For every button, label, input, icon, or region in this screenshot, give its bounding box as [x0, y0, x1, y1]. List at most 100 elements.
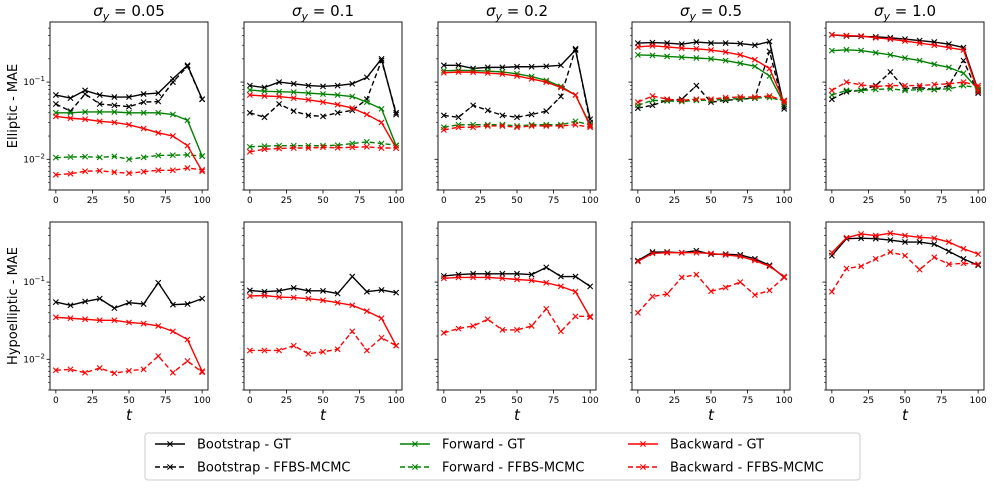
x-tick-label: 50 — [317, 396, 329, 406]
data-point-backward-gt — [960, 47, 967, 54]
x-tick-label: 50 — [705, 196, 717, 206]
data-point-bootstrap-ffbs-mcmc — [470, 102, 477, 109]
legend-marker — [412, 464, 418, 470]
data-point-backward-gt — [334, 101, 341, 108]
data-point-backward-ffbs-mcmc — [902, 82, 908, 89]
data-point-bootstrap-ffbs-mcmc — [52, 101, 59, 107]
data-point-backward-gt — [858, 33, 865, 40]
data-point-backward-ffbs-mcmc — [111, 169, 118, 176]
data-point-backward-gt — [872, 232, 879, 239]
x-tick-label: 50 — [123, 396, 135, 406]
data-point-backward-ffbs-mcmc — [916, 82, 923, 89]
series-line-backward-ffbs-mcmc — [831, 251, 979, 293]
data-point-bootstrap-gt — [126, 94, 132, 101]
data-point-backward-gt — [349, 105, 356, 112]
data-point-backward-gt — [455, 69, 462, 76]
data-point-backward-ffbs-mcmc — [572, 121, 579, 128]
data-point-backward-gt — [587, 122, 594, 129]
legend-marker — [640, 464, 646, 470]
data-point-bootstrap-gt — [693, 39, 700, 46]
series-line-backward-gt — [249, 94, 397, 149]
data-point-backward-gt — [843, 234, 850, 241]
x-tick-label: 0 — [441, 396, 447, 406]
data-point-bootstrap-gt — [887, 237, 894, 244]
data-point-bootstrap-gt — [199, 295, 206, 302]
data-point-backward-ffbs-mcmc — [96, 167, 103, 174]
data-point-bootstrap-gt — [290, 284, 297, 291]
data-point-forward-ffbs-mcmc — [455, 121, 462, 128]
data-point-forward-gt — [169, 111, 176, 118]
data-point-backward-gt — [678, 249, 685, 256]
data-point-backward-ffbs-mcmc — [843, 265, 850, 272]
panel-elliptic-sigma-0.2: σy = 0.2 0 25 50 75 100 — [434, 2, 599, 206]
data-point-forward-gt — [96, 108, 103, 115]
data-point-bootstrap-ffbs-mcmc — [305, 112, 312, 119]
data-point-backward-gt — [557, 283, 564, 290]
data-point-bootstrap-gt — [363, 288, 370, 295]
data-point-backward-ffbs-mcmc — [664, 291, 671, 298]
data-point-backward-gt — [499, 71, 506, 78]
data-point-backward-gt — [678, 45, 685, 52]
data-point-forward-gt — [960, 70, 967, 77]
row-labels: Elliptic - MAE Hypoelliptic - MAE — [6, 64, 21, 365]
data-point-backward-ffbs-mcmc — [828, 288, 835, 295]
data-point-backward-gt — [246, 293, 253, 299]
data-point-backward-ffbs-mcmc — [470, 322, 477, 329]
data-point-bootstrap-gt — [722, 40, 729, 47]
x-tick-label: 0 — [53, 396, 59, 406]
x-tick-label: 0 — [247, 196, 253, 206]
data-point-backward-gt — [126, 319, 132, 326]
x-tick-label: 0 — [829, 196, 835, 206]
axes-frame — [631, 21, 791, 191]
data-point-backward-gt — [902, 232, 908, 239]
data-point-backward-gt — [111, 317, 118, 324]
data-point-bootstrap-ffbs-mcmc — [378, 57, 385, 64]
data-point-forward-ffbs-mcmc — [246, 143, 253, 150]
axes-frame — [243, 221, 403, 391]
data-point-backward-gt — [664, 43, 671, 50]
x-tick-label: 100 — [582, 196, 599, 206]
x-tick-label: 100 — [970, 196, 987, 206]
data-point-bootstrap-gt — [945, 248, 952, 255]
data-point-forward-gt — [678, 54, 685, 61]
data-point-forward-ffbs-mcmc — [140, 154, 147, 161]
panel-elliptic-sigma-1.0: σy = 1.0 0 25 50 75 100 — [822, 2, 987, 206]
data-point-backward-gt — [916, 234, 923, 241]
data-point-forward-gt — [708, 55, 714, 62]
data-point-forward-ffbs-mcmc — [363, 138, 370, 145]
legend-box — [144, 432, 861, 481]
y-tick-base: 10 — [23, 78, 35, 88]
data-point-bootstrap-gt — [455, 62, 462, 69]
data-point-backward-ffbs-mcmc — [140, 168, 147, 175]
data-point-backward-gt — [484, 274, 491, 281]
data-point-backward-ffbs-mcmc — [587, 124, 594, 131]
data-point-backward-gt — [184, 336, 191, 343]
legend-item-backward-gt: Backward - GT — [628, 438, 764, 453]
data-point-bootstrap-ffbs-mcmc — [393, 109, 400, 116]
data-point-forward-ffbs-mcmc — [155, 152, 162, 159]
x-tick-label: 25 — [475, 396, 486, 406]
data-point-bootstrap-gt — [634, 257, 641, 264]
series-group — [634, 247, 788, 316]
data-point-backward-gt — [931, 235, 938, 242]
data-point-backward-gt — [455, 274, 462, 281]
x-tick-label: 50 — [317, 196, 329, 206]
title-sigma: σ — [292, 2, 302, 20]
title-sigma: σ — [93, 2, 103, 20]
data-point-backward-ffbs-mcmc — [766, 287, 773, 294]
data-point-backward-ffbs-mcmc — [199, 369, 206, 376]
data-point-forward-gt — [737, 60, 744, 67]
data-point-bootstrap-ffbs-mcmc — [261, 114, 268, 121]
data-point-forward-ffbs-mcmc — [184, 151, 191, 158]
data-point-forward-gt — [751, 63, 758, 70]
series-line-backward-gt — [55, 316, 203, 372]
data-point-backward-gt — [960, 245, 967, 252]
y-tick-exponent: −2 — [35, 352, 45, 360]
data-point-forward-ffbs-mcmc — [169, 152, 176, 159]
series-line-backward-ffbs-mcmc — [443, 308, 591, 334]
x-tick-label: 100 — [194, 396, 211, 406]
data-point-backward-ffbs-mcmc — [334, 346, 341, 353]
data-point-backward-ffbs-mcmc — [722, 94, 729, 101]
data-point-backward-ffbs-mcmc — [514, 326, 520, 333]
data-point-bootstrap-gt — [499, 64, 506, 71]
